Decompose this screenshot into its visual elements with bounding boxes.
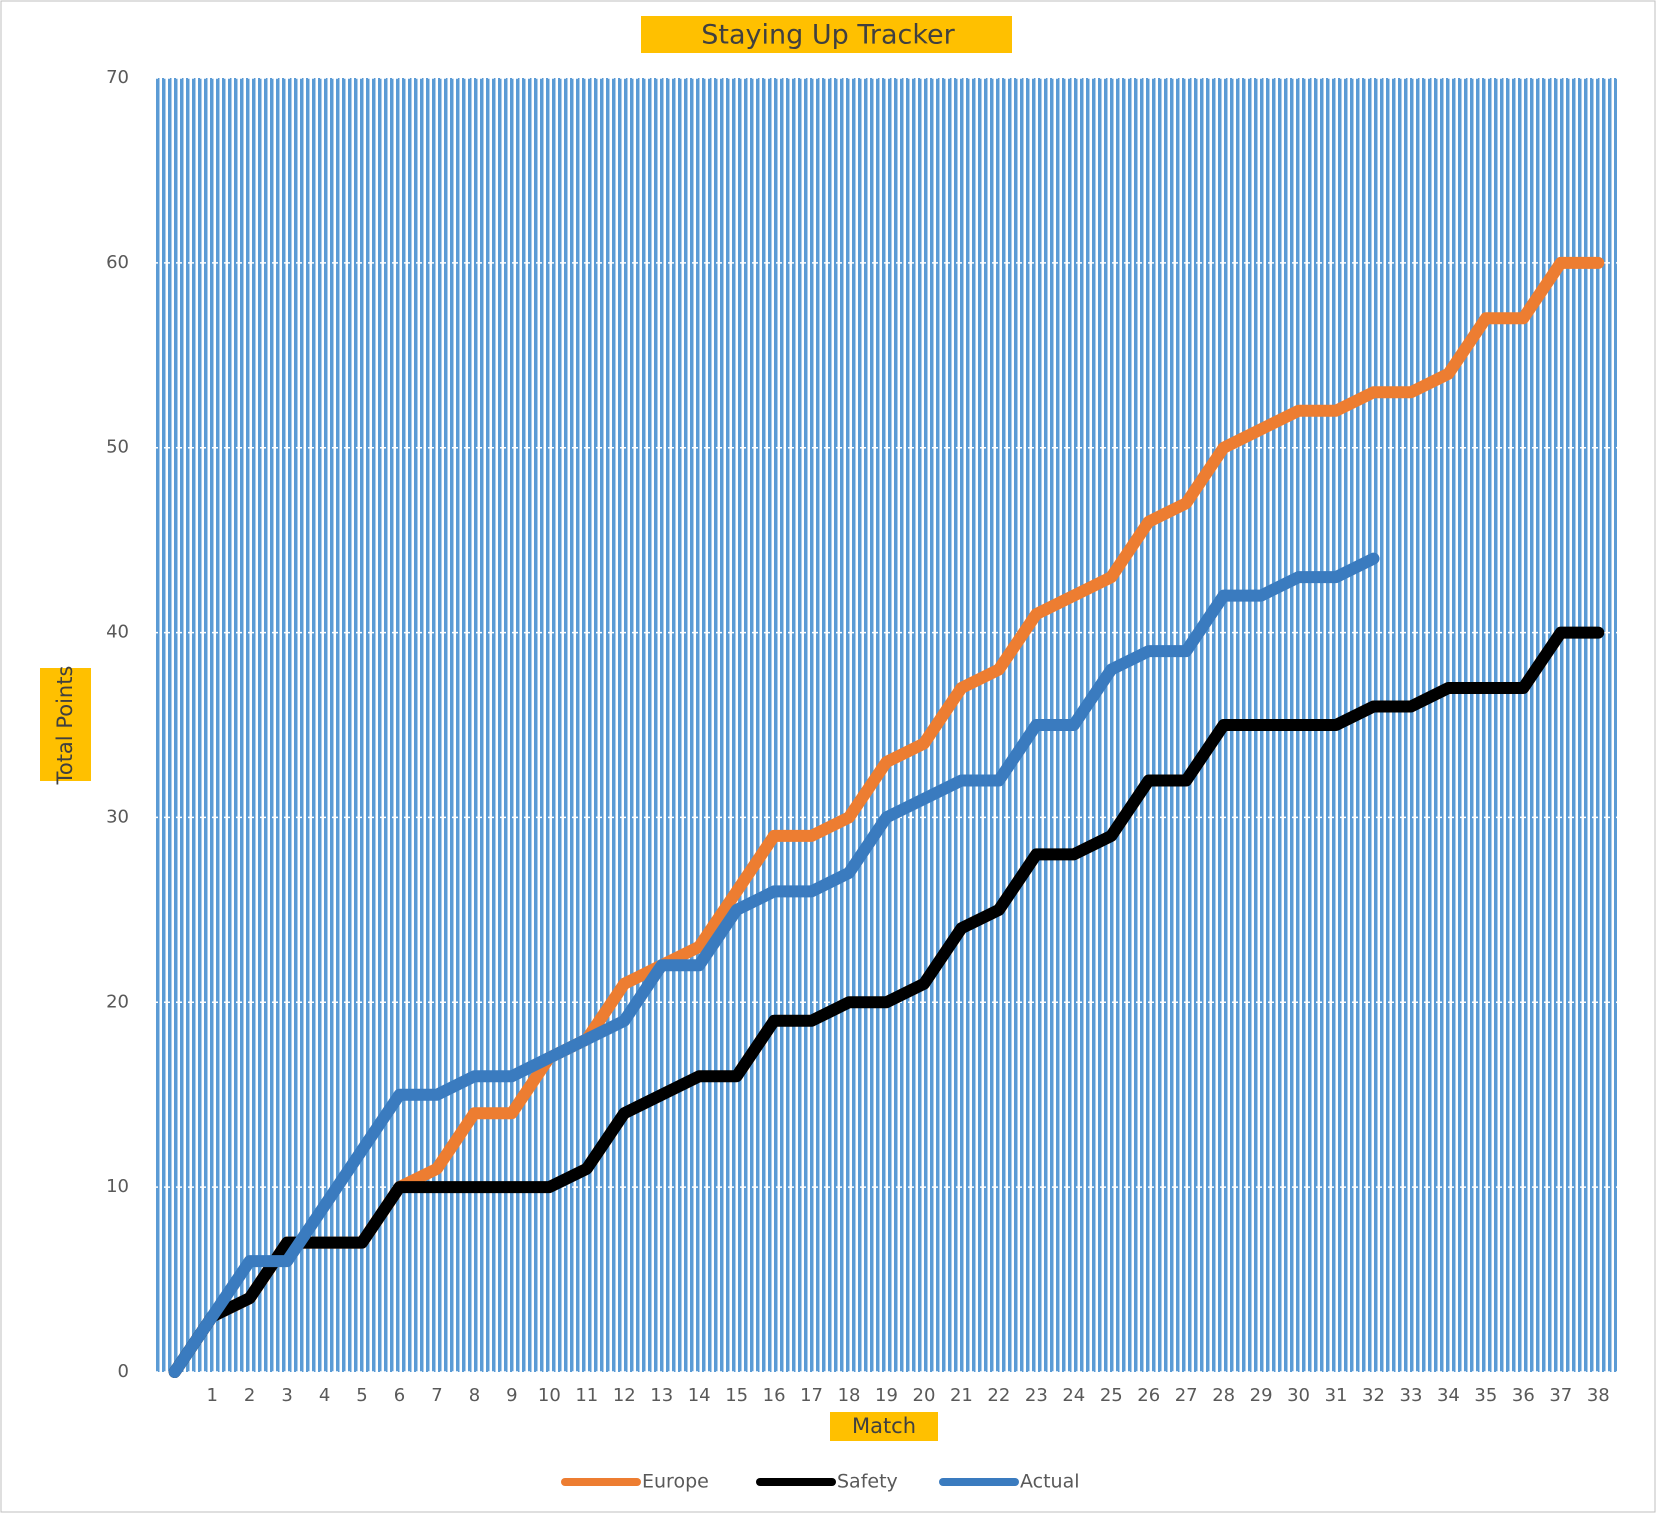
x-tick-label: 2 (244, 1385, 255, 1406)
x-tick-label: 38 (1587, 1385, 1610, 1406)
y-tick-label: 0 (118, 1361, 129, 1382)
x-tick-label: 34 (1437, 1385, 1460, 1406)
x-tick-label: 15 (725, 1385, 748, 1406)
legend-label: Actual (1020, 1471, 1080, 1493)
y-tick-label: 60 (106, 252, 129, 273)
series-line (168, 626, 1605, 1378)
x-tick-label: 19 (875, 1385, 898, 1406)
y-tick-label: 50 (106, 437, 129, 458)
x-tick-label: 35 (1474, 1385, 1497, 1406)
series-line (168, 552, 1380, 1378)
legend-label: Safety (837, 1471, 898, 1493)
x-tick-label: 31 (1325, 1385, 1348, 1406)
x-tick-label: 8 (469, 1385, 480, 1406)
x-tick-label: 5 (356, 1385, 367, 1406)
x-tick-label: 25 (1100, 1385, 1123, 1406)
title-box (641, 16, 1012, 53)
x-tick-label: 7 (431, 1385, 442, 1406)
x-tick-label: 27 (1175, 1385, 1198, 1406)
x-tick-label: 37 (1549, 1385, 1572, 1406)
x-tick-label: 14 (688, 1385, 711, 1406)
x-tick-label: 23 (1025, 1385, 1048, 1406)
x-tick-label: 17 (800, 1385, 823, 1406)
x-tick-label: 20 (913, 1385, 936, 1406)
series-line (168, 256, 1605, 1378)
y-tick-label: 10 (106, 1176, 129, 1197)
x-label-box (830, 1412, 938, 1441)
y-axis-label: Total Points (53, 666, 77, 786)
y-label-box (40, 668, 91, 781)
x-tick-label: 10 (538, 1385, 561, 1406)
y-tick-label: 20 (106, 991, 129, 1012)
x-tick-label: 30 (1287, 1385, 1310, 1406)
x-axis-label: Match (852, 1414, 916, 1438)
x-tick-label: 33 (1400, 1385, 1423, 1406)
y-tick-label: 70 (106, 67, 129, 88)
x-tick-label: 18 (838, 1385, 861, 1406)
x-tick-label: 21 (950, 1385, 973, 1406)
chart-title: Staying Up Tracker (701, 20, 955, 51)
x-tick-label: 24 (1062, 1385, 1085, 1406)
x-tick-label: 1 (206, 1385, 217, 1406)
x-tick-label: 11 (575, 1385, 598, 1406)
x-tick-label: 3 (281, 1385, 292, 1406)
x-tick-label: 12 (613, 1385, 636, 1406)
x-tick-label: 36 (1512, 1385, 1535, 1406)
x-tick-label: 13 (650, 1385, 673, 1406)
y-tick-label: 40 (106, 622, 129, 643)
x-tick-label: 28 (1212, 1385, 1235, 1406)
x-tick-label: 29 (1250, 1385, 1273, 1406)
plot-area (156, 78, 1617, 1372)
x-tick-label: 9 (506, 1385, 517, 1406)
y-tick-label: 30 (106, 806, 129, 827)
x-tick-label: 22 (987, 1385, 1010, 1406)
x-tick-label: 16 (763, 1385, 786, 1406)
x-tick-label: 6 (394, 1385, 405, 1406)
x-tick-label: 4 (319, 1385, 330, 1406)
x-tick-label: 32 (1362, 1385, 1385, 1406)
legend-label: Europe (642, 1471, 709, 1493)
x-tick-label: 26 (1137, 1385, 1160, 1406)
